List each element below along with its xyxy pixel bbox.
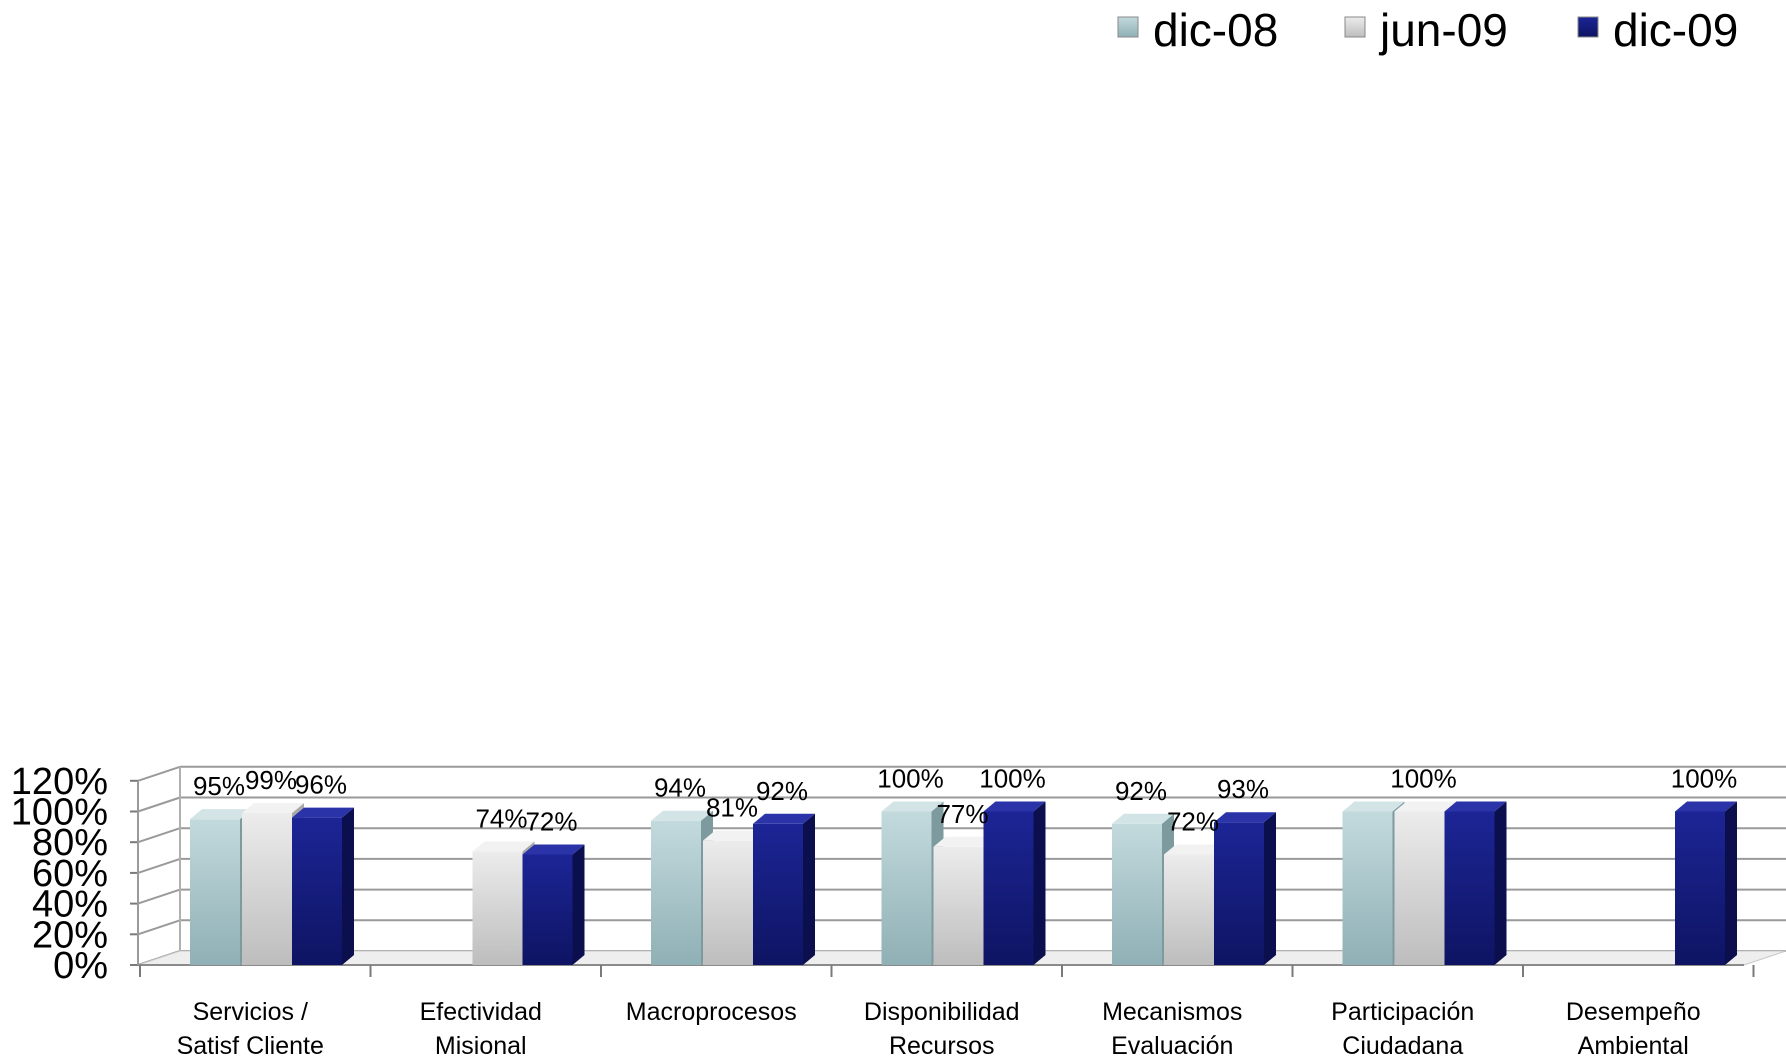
bars — [190, 801, 1737, 965]
bar — [933, 846, 984, 965]
bar — [242, 813, 292, 965]
bar — [292, 817, 342, 965]
bar — [753, 823, 803, 965]
bar-top — [1164, 844, 1226, 855]
y-tick-label: 40% — [32, 884, 108, 926]
gridline-wall — [137, 919, 181, 936]
gridline-wall — [137, 796, 181, 813]
bar — [522, 854, 573, 965]
data-label: 100% — [979, 764, 1046, 794]
data-labels: 95% 94% 100% 92%99%74% 81% 77% 72%100%96%72%92… — [193, 764, 1737, 837]
bar-top — [292, 807, 354, 818]
bar-top — [1444, 801, 1507, 812]
data-label: 72% — [525, 806, 577, 836]
data-label: 93% — [1217, 774, 1269, 804]
bar-top — [522, 844, 585, 855]
data-label: 100% — [1390, 764, 1457, 794]
bar-side — [803, 813, 815, 965]
legend-label: dic-09 — [1613, 4, 1738, 56]
data-label: 96% — [295, 770, 347, 800]
y-tick-label: 100% — [11, 792, 108, 834]
bar — [1112, 823, 1162, 965]
x-tick-label: Satisf Cliente — [177, 1032, 324, 1058]
bar — [1394, 811, 1445, 965]
bar-top — [703, 830, 765, 841]
bar-top — [881, 801, 944, 812]
data-label: 81% — [706, 793, 758, 823]
y-tick-label: 0% — [53, 945, 108, 987]
data-label: 100% — [1671, 764, 1738, 794]
bar — [881, 811, 932, 965]
bar — [1214, 822, 1264, 965]
x-tick-label: Servicios / — [193, 998, 308, 1026]
x-tick-label: Efectividad — [420, 998, 542, 1026]
bar-top — [1214, 812, 1276, 823]
x-tick-label: Macroprocesos — [626, 998, 797, 1026]
legend-label: jun-09 — [1378, 4, 1508, 56]
x-tick-label: Mecanismos — [1102, 998, 1242, 1026]
bar — [1164, 854, 1214, 965]
x-tick-label: Participación — [1331, 998, 1474, 1026]
data-label: 100% — [877, 764, 944, 794]
legend-label: dic-08 — [1153, 4, 1278, 56]
bar — [651, 820, 701, 965]
x-tick-label: Ambiental — [1578, 1032, 1689, 1058]
data-label: 99% — [245, 765, 297, 795]
y-tick-label: 120% — [11, 761, 108, 803]
data-label: 72% — [1167, 806, 1219, 836]
gridline-wall — [137, 827, 181, 844]
bar-top — [933, 836, 996, 847]
data-label: 92% — [1115, 776, 1167, 806]
data-label: 74% — [475, 803, 527, 833]
bar — [1675, 811, 1725, 965]
bar-top — [1342, 801, 1405, 812]
data-label: 77% — [936, 799, 988, 829]
legend-swatch — [1344, 16, 1366, 38]
x-tick-label: Misional — [435, 1032, 527, 1058]
bar — [983, 811, 1034, 965]
bar — [190, 819, 240, 965]
bar-side — [1494, 801, 1507, 965]
bar-top — [983, 801, 1046, 812]
bar-top — [1675, 801, 1737, 812]
y-tick-label: 80% — [32, 822, 108, 864]
bar-top — [472, 841, 535, 852]
data-label: 94% — [654, 773, 706, 803]
y-tick-label: 60% — [32, 853, 108, 895]
bar — [1444, 811, 1495, 965]
legend-swatch — [1117, 16, 1139, 38]
bar-top — [753, 813, 815, 824]
legend: dic-08 jun-09 dic-09 — [1117, 4, 1738, 56]
bar-side — [1033, 801, 1046, 965]
bar — [1342, 811, 1393, 965]
gridline-wall — [137, 857, 181, 874]
bar-top — [190, 809, 252, 820]
bar-top — [242, 803, 304, 814]
bar-side — [1264, 812, 1276, 965]
legend-swatch — [1577, 16, 1599, 38]
x-tick-label: Ciudadana — [1342, 1032, 1463, 1058]
bar-side — [1725, 801, 1737, 965]
bar — [472, 851, 523, 965]
data-label: 92% — [756, 776, 808, 806]
y-tick-label: 20% — [32, 914, 108, 956]
bar — [703, 840, 753, 965]
x-tick-label: Evaluación — [1111, 1032, 1233, 1058]
data-label: 95% — [193, 771, 245, 801]
bar-side — [572, 844, 585, 965]
bar-top — [651, 810, 713, 821]
x-tick-label: Disponibilidad — [864, 998, 1020, 1026]
x-tick-label: Recursos — [889, 1032, 995, 1058]
bar-top — [1394, 801, 1457, 812]
bar-side — [342, 807, 354, 965]
bar-top — [1112, 813, 1174, 824]
x-tick-label: Desempeño — [1566, 998, 1701, 1026]
gridline-wall — [137, 888, 181, 905]
gridline-wall — [137, 765, 181, 782]
